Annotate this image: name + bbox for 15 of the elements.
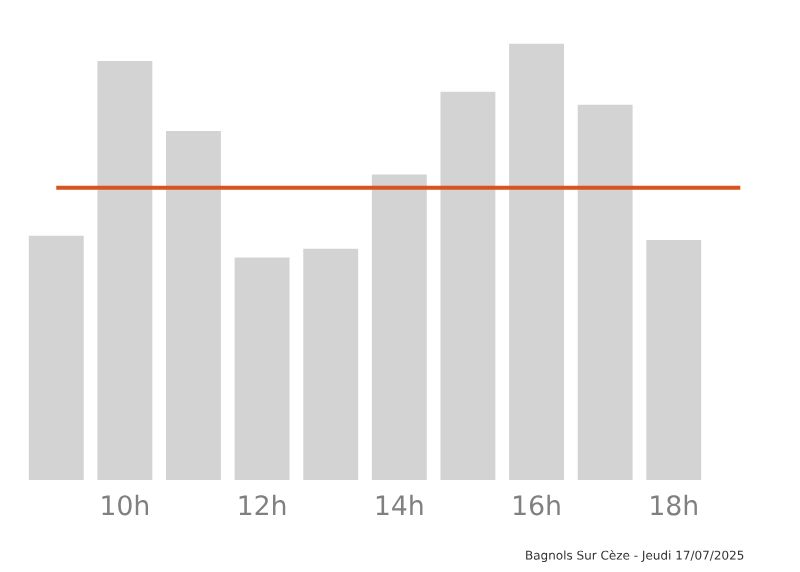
bar	[97, 61, 153, 480]
bar	[234, 257, 290, 480]
bar	[166, 130, 221, 480]
bar	[440, 91, 496, 480]
bar	[509, 43, 564, 480]
x-tick-label: 18h	[651, 494, 697, 516]
bar	[371, 174, 427, 480]
bar	[303, 248, 359, 480]
x-tick-label: 12h	[239, 494, 286, 516]
bar	[646, 240, 702, 480]
bar	[28, 235, 84, 480]
x-tick-label: 16h	[514, 494, 560, 516]
bar	[577, 104, 633, 480]
x-tick-label: 14h	[376, 494, 423, 516]
x-tick-label: 10h	[102, 494, 149, 516]
